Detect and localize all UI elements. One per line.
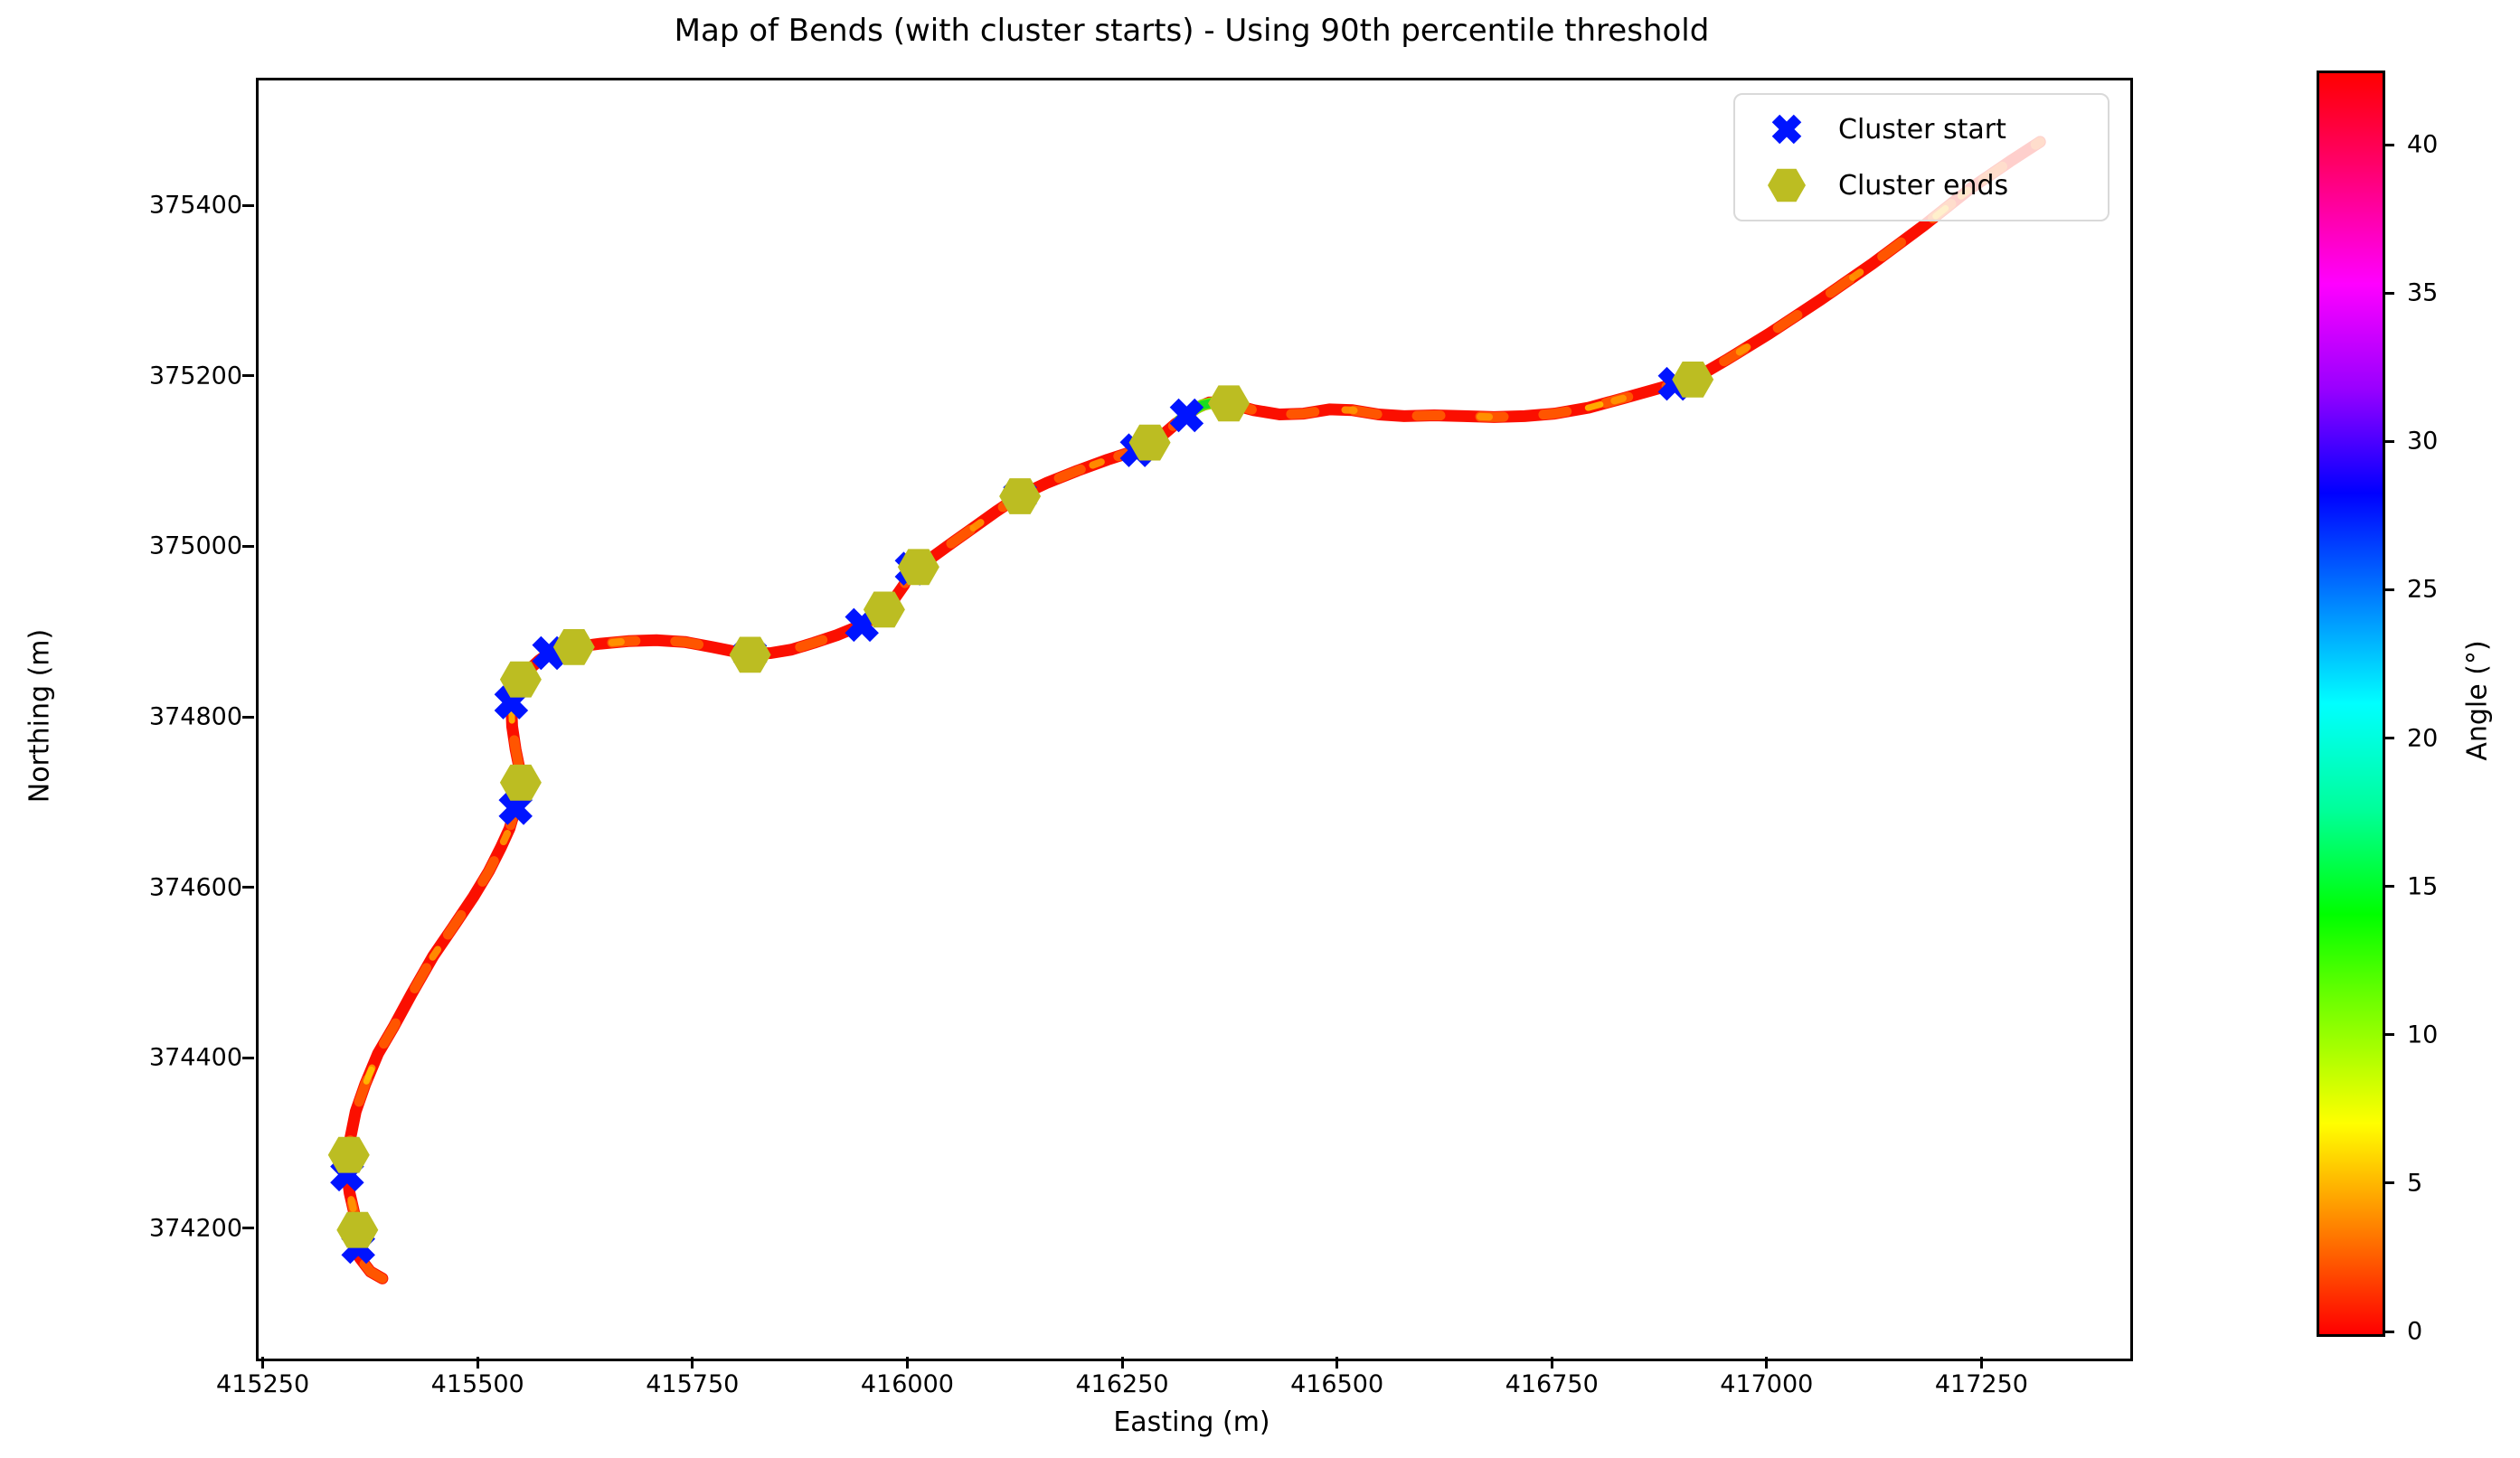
cluster-start-marker: [1169, 398, 1204, 433]
x-tick-mark: [1336, 1357, 1339, 1369]
y-tick-label: 374600: [148, 873, 242, 902]
cluster-end-marker: [999, 478, 1042, 514]
x-tick-mark: [261, 1357, 265, 1369]
track-path: [341, 136, 2046, 1284]
legend: Cluster start Cluster ends: [1733, 93, 2109, 221]
chart-title: Map of Bends (with cluster starts) - Usi…: [674, 13, 1710, 49]
x-tick-mark: [1120, 1357, 1124, 1369]
y-tick-label: 375200: [148, 362, 242, 390]
cluster-end-marker: [897, 549, 939, 586]
x-tick-label: 415500: [430, 1370, 524, 1398]
colorbar-tick-mark: [2383, 143, 2394, 146]
x-tick-mark: [691, 1357, 694, 1369]
x-tick-label: 416500: [1290, 1370, 1384, 1398]
cluster-end-marker: [1128, 424, 1171, 461]
y-tick-mark: [242, 374, 254, 378]
y-tick-mark: [242, 886, 254, 889]
track-mottle-orange: [342, 136, 2045, 1284]
y-tick-mark: [242, 203, 254, 207]
track-mottle-light-orange: [343, 137, 2044, 1283]
cluster-end-marker: [499, 661, 542, 698]
colorbar-tick-label: 30: [2407, 427, 2439, 456]
colorbar-tick-mark: [2383, 588, 2394, 591]
colorbar-tick-label: 25: [2407, 575, 2439, 604]
colorbar-tick-label: 0: [2407, 1317, 2423, 1346]
colorbar-tick-label: 15: [2407, 872, 2439, 901]
legend-label: Cluster ends: [1838, 169, 2009, 202]
x-tick-label: 417250: [1934, 1370, 2028, 1398]
legend-item-cluster-start: Cluster start: [1735, 101, 2108, 157]
y-tick-mark: [242, 1227, 254, 1230]
x-tick-label: 416750: [1505, 1370, 1599, 1398]
cluster-end-marker: [327, 1136, 370, 1173]
y-tick-label: 374200: [148, 1214, 242, 1243]
x-tick-label: 416250: [1075, 1370, 1169, 1398]
x-tick-label: 416000: [860, 1370, 954, 1398]
hexagon-marker-icon: [1759, 162, 1815, 209]
y-tick-label: 375000: [148, 531, 242, 560]
x-tick-mark: [1765, 1357, 1769, 1369]
colorbar-tick-mark: [2383, 1033, 2394, 1037]
y-tick-mark: [242, 544, 254, 548]
colorbar-tick-label: 5: [2407, 1169, 2423, 1198]
legend-label: Cluster start: [1838, 113, 2006, 146]
colorbar-tick-mark: [2383, 1181, 2394, 1185]
x-tick-label: 415250: [216, 1370, 310, 1398]
colorbar-tick-mark: [2383, 291, 2394, 295]
cluster-end-marker: [336, 1211, 379, 1248]
colorbar-tick-label: 20: [2407, 724, 2439, 753]
x-marker-icon: [1759, 106, 1815, 153]
colorbar: [2317, 71, 2385, 1337]
colorbar-tick-mark: [2383, 885, 2394, 889]
x-tick-mark: [1979, 1357, 1983, 1369]
y-tick-label: 374400: [148, 1043, 242, 1072]
colorbar-tick-mark: [2383, 1330, 2394, 1333]
colorbar-tick-mark: [2383, 439, 2394, 443]
y-axis-label: Northing (m): [24, 628, 56, 804]
x-axis-label: Easting (m): [1113, 1406, 1270, 1438]
colorbar-tick-label: 35: [2407, 278, 2439, 307]
cluster-end-marker: [499, 764, 542, 801]
track-mottle-yellow: [344, 138, 2043, 1282]
y-tick-label: 374800: [148, 702, 242, 731]
cluster-end-marker: [552, 629, 595, 665]
x-tick-mark: [905, 1357, 909, 1369]
colorbar-tick-mark: [2383, 737, 2394, 740]
y-tick-mark: [242, 1056, 254, 1059]
track-canvas: [327, 136, 2046, 1284]
x-tick-label: 417000: [1720, 1370, 1814, 1398]
colorbar-tick-label: 10: [2407, 1021, 2439, 1049]
cluster-end-marker: [1208, 385, 1250, 422]
colorbar-label: Angle (°): [2461, 640, 2494, 761]
plot-area: [256, 78, 2133, 1361]
cluster-end-marker: [729, 636, 771, 673]
cluster-end-marker: [863, 591, 905, 628]
colorbar-tick-label: 40: [2407, 130, 2439, 159]
x-tick-mark: [476, 1357, 479, 1369]
y-tick-label: 375400: [148, 191, 242, 220]
y-tick-mark: [242, 715, 254, 719]
cluster-end-marker: [1672, 362, 1714, 398]
x-tick-label: 415750: [646, 1370, 740, 1398]
legend-item-cluster-ends: Cluster ends: [1735, 157, 2108, 213]
x-tick-mark: [1550, 1357, 1553, 1369]
